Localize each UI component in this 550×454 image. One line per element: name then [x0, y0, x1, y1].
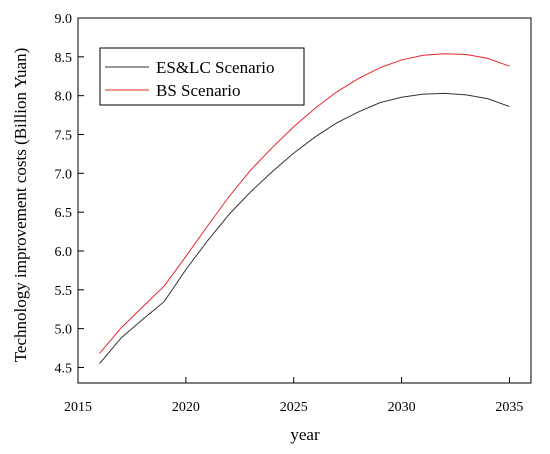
y-tick-label: 8.5 — [55, 51, 73, 66]
tick-labels: 2015 2020 2025 2030 2035 4.5 5.0 5.5 6.0 6.5 7.0 7.… — [55, 12, 524, 415]
x-tick-label: 2020 — [172, 400, 200, 415]
y-tick-label: 7.5 — [55, 128, 73, 143]
plot-frame — [77, 17, 532, 384]
legend-label-bs: BS Scenario — [156, 81, 241, 100]
x-tick-label: 2030 — [388, 400, 416, 415]
axis-ticks — [77, 17, 510, 383]
legend: ES&LC Scenario BS Scenario — [99, 47, 305, 106]
y-tick-label: 4.5 — [55, 361, 73, 376]
y-tick-label: 8.0 — [55, 90, 73, 105]
x-tick-label: 2025 — [280, 400, 308, 415]
x-tick-label: 2015 — [64, 400, 92, 415]
y-tick-label: 5.5 — [55, 284, 73, 299]
series-line-bs — [99, 53, 510, 354]
legend-label-es-lc: ES&LC Scenario — [156, 58, 275, 77]
y-tick-label: 6.5 — [55, 206, 73, 221]
series-line-es-lc — [99, 92, 510, 364]
x-axis-label: year — [290, 425, 320, 444]
legend-box — [99, 47, 305, 106]
y-tick-label: 9.0 — [55, 12, 73, 27]
series-lines — [99, 53, 510, 364]
y-tick-label: 6.0 — [55, 245, 73, 260]
y-axis-label: Technology improvement costs (Billion Yu… — [11, 48, 30, 363]
y-tick-label: 7.0 — [55, 167, 73, 182]
x-tick-label: 2035 — [495, 400, 523, 415]
y-tick-label: 5.0 — [55, 323, 73, 338]
